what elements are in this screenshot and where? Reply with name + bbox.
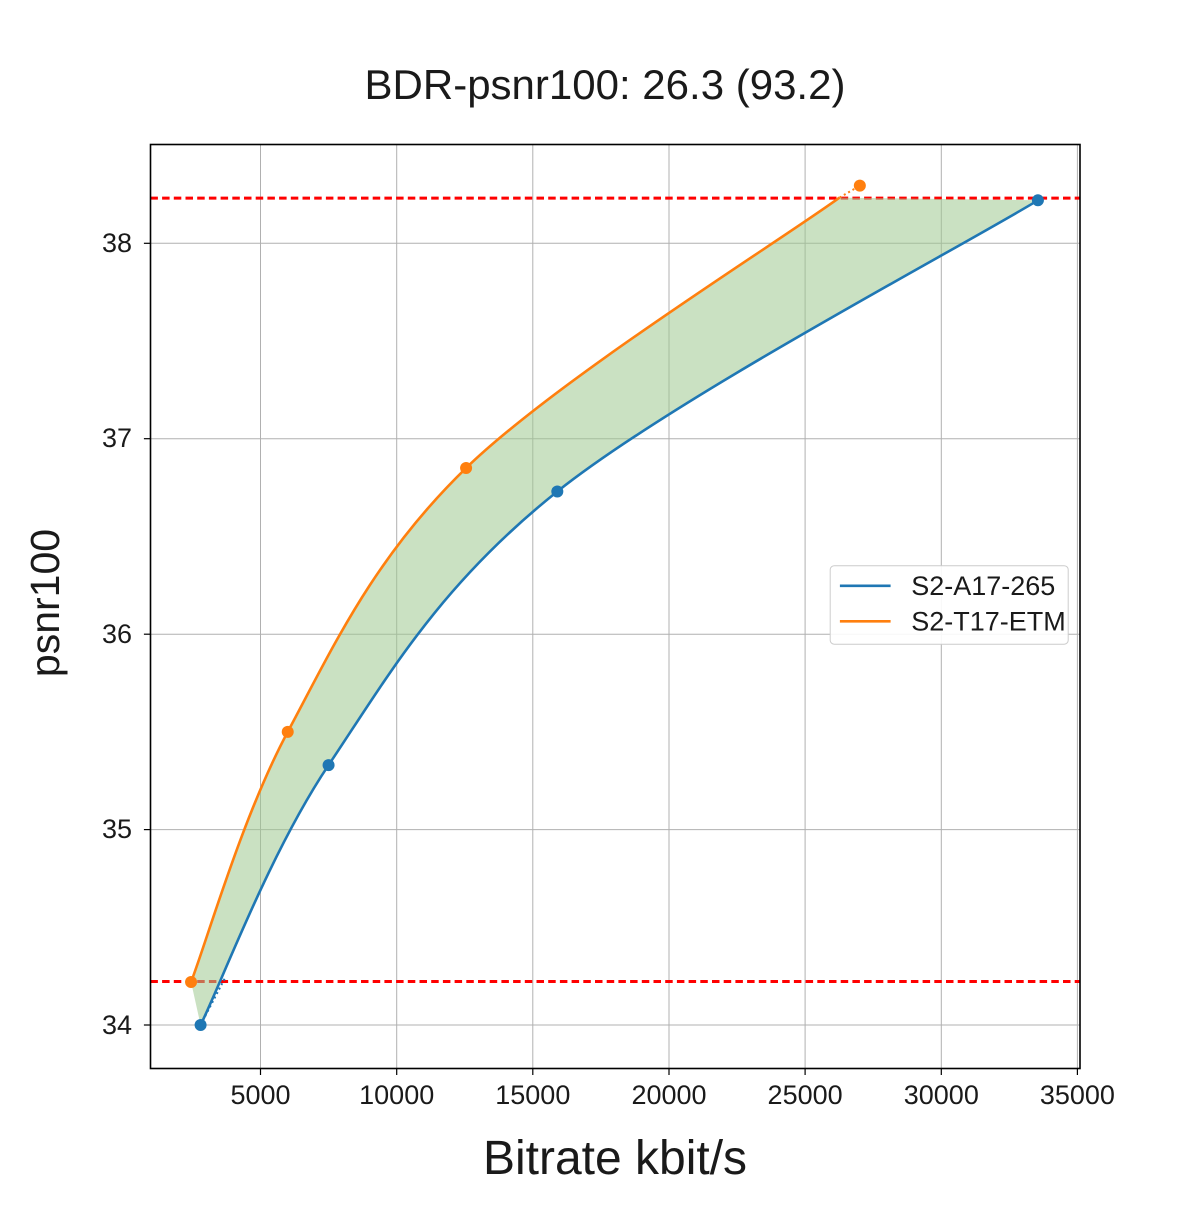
svg-text:BDR-psnr100: 26.3 (93.2): BDR-psnr100: 26.3 (93.2) [365,61,846,108]
svg-text:35: 35 [102,814,132,844]
svg-text:10000: 10000 [359,1080,434,1110]
svg-text:S2-T17-ETM: S2-T17-ETM [911,607,1066,637]
svg-text:25000: 25000 [768,1080,843,1110]
svg-text:5000: 5000 [230,1080,290,1110]
svg-text:35000: 35000 [1040,1080,1115,1110]
svg-text:36: 36 [102,619,132,649]
svg-text:30000: 30000 [904,1080,979,1110]
svg-text:psnr100: psnr100 [22,529,68,677]
svg-text:20000: 20000 [631,1080,706,1110]
svg-text:15000: 15000 [495,1080,570,1110]
svg-text:37: 37 [102,423,132,453]
svg-text:S2-A17-265: S2-A17-265 [911,571,1055,601]
svg-text:Bitrate kbit/s: Bitrate kbit/s [483,1132,747,1185]
svg-text:34: 34 [102,1010,132,1040]
svg-text:38: 38 [102,228,132,258]
